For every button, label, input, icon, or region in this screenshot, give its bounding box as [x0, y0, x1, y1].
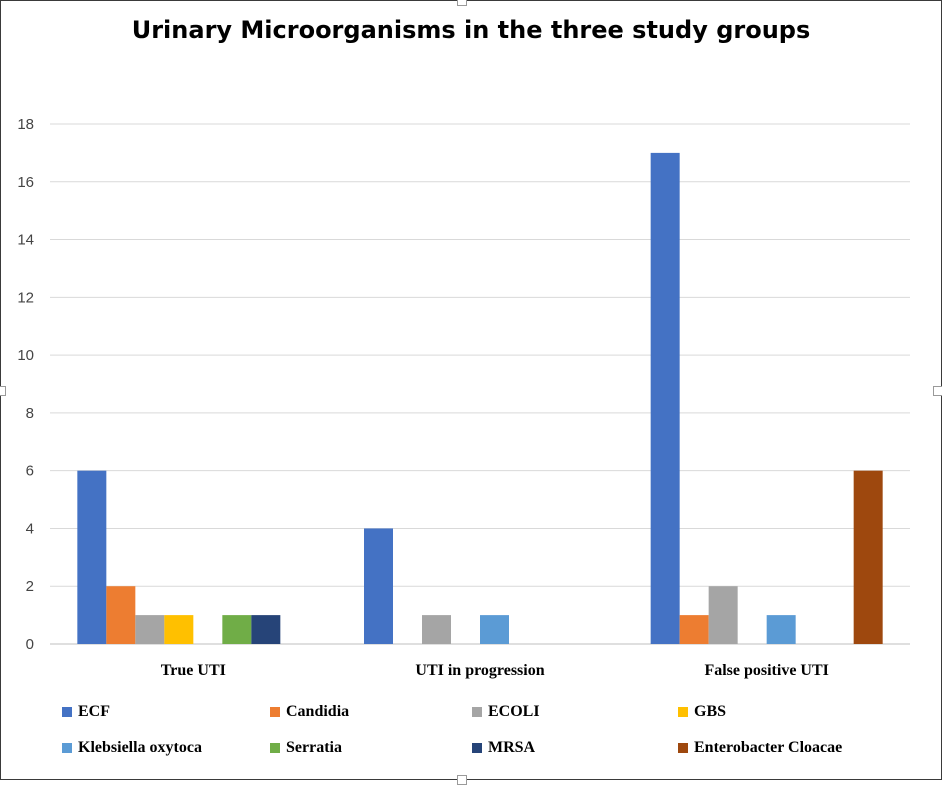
y-tick-label: 8: [26, 405, 34, 422]
y-tick-label: 14: [17, 232, 34, 249]
bar: [251, 615, 281, 644]
bar: [679, 615, 709, 644]
y-tick-label: 0: [26, 636, 34, 653]
bar: [708, 586, 738, 644]
y-tick-label: 18: [17, 116, 34, 133]
y-tick-label: 16: [17, 174, 34, 191]
y-tick-label: 4: [26, 520, 34, 537]
bar: [853, 470, 883, 644]
chart-title: Urinary Microorganisms in the three stud…: [131, 16, 811, 44]
bar: [422, 615, 451, 644]
resize-handle-bottom[interactable]: [457, 775, 467, 785]
x-category-label: False positive UTI: [704, 662, 828, 679]
bar: [480, 615, 509, 644]
x-category-label: True UTI: [161, 662, 226, 679]
y-tick-label: 10: [17, 347, 34, 364]
y-tick-label: 6: [26, 463, 34, 480]
bar: [222, 615, 252, 644]
y-tick-label: 12: [17, 289, 34, 306]
resize-handle-left[interactable]: [0, 386, 6, 396]
resize-handle-top[interactable]: [457, 0, 467, 6]
bar: [766, 615, 796, 644]
bar: [164, 615, 194, 644]
y-tick-label: 2: [26, 578, 34, 595]
bar: [650, 152, 680, 644]
resize-handle-right[interactable]: [933, 386, 942, 396]
bar: [106, 586, 136, 644]
x-category-label: UTI in progression: [415, 662, 544, 679]
bar: [77, 470, 107, 644]
chart-plot-area: 0 2 4 6 8 10 12 14 16 18 True UTI UTI in progressio…: [17, 116, 910, 679]
bar: [135, 615, 165, 644]
bar: [364, 528, 393, 644]
